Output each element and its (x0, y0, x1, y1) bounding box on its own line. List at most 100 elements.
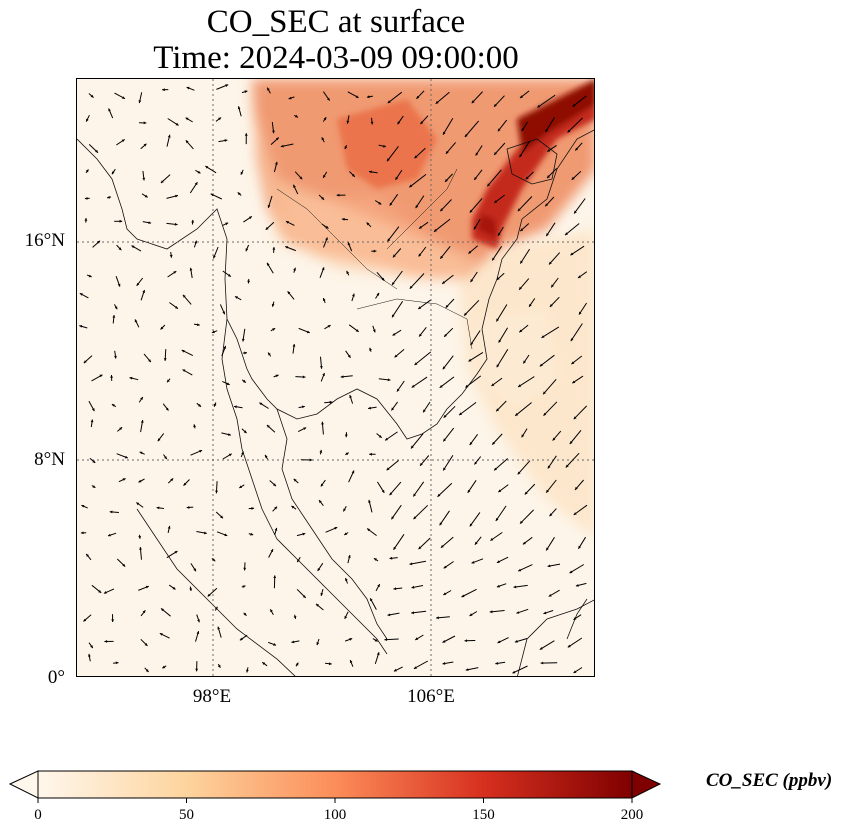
malay-peninsula-east (276, 408, 388, 640)
wind-arrow-head (349, 660, 353, 663)
wind-arrow (491, 246, 503, 261)
wind-arrow-head (349, 395, 352, 398)
wind-arrow-head (443, 438, 447, 442)
wind-arrow-head (515, 413, 519, 416)
wind-arrow-head (302, 532, 306, 536)
wind-arrow-head (197, 323, 200, 327)
wind-arrow-head (259, 402, 263, 406)
wind-arrow-head (95, 149, 98, 153)
wind-arrow-head (140, 397, 143, 400)
wind-arrow-head (475, 152, 479, 156)
wind-arrow-head (465, 384, 469, 388)
wind-arrow-head (442, 281, 446, 284)
wind-arrow-head (329, 400, 333, 404)
wind-arrow (442, 355, 454, 370)
wind-arrow-head (247, 280, 251, 284)
wind-arrow (435, 91, 450, 105)
wind-arrow (567, 117, 583, 133)
wind-arrow-head (413, 493, 416, 497)
wind-arrow-head (142, 290, 146, 293)
lon-tick-98e: 98°E (192, 686, 232, 707)
wind-arrow-head (186, 506, 190, 509)
wind-arrow (517, 376, 535, 388)
wind-arrow-head (321, 421, 324, 425)
colorbar-tick-50: 50 (179, 807, 194, 823)
wind-arrow-head (572, 104, 576, 107)
wind-arrow-head (183, 482, 187, 486)
wind-arrow-head (97, 240, 100, 244)
wind-arrow-head (575, 486, 578, 490)
wind-arrow-head (396, 388, 400, 392)
wind-arrow-head (495, 518, 499, 521)
wind-arrow-head (235, 296, 238, 299)
wind-arrow-head (392, 282, 395, 285)
wind-arrow-head (464, 312, 467, 316)
wind-arrow-head (378, 435, 382, 438)
wind-arrow (440, 536, 454, 549)
wind-arrow-head (521, 128, 525, 132)
wind-arrow-head (418, 546, 422, 550)
wind-arrow-head (366, 95, 370, 99)
wind-arrow-head (474, 541, 478, 545)
wind-arrow-head (181, 350, 185, 353)
wind-arrow (413, 660, 429, 670)
wind-arrow-head (186, 86, 190, 90)
wind-arrow-head (516, 611, 520, 614)
wind-arrow-head (138, 100, 142, 104)
wind-arrow-head (443, 565, 447, 569)
wind-arrow-head (520, 95, 523, 98)
wind-arrow-head (494, 467, 497, 471)
wind-arrow-head (344, 434, 348, 438)
wind-arrow-head (498, 489, 502, 493)
wind-arrow-head (243, 567, 247, 571)
wind-arrow-head (411, 384, 415, 388)
wind-arrow-head (250, 532, 254, 536)
wind-arrow-head (129, 376, 133, 380)
wind-arrow-head (295, 114, 298, 118)
wind-arrow-head (160, 326, 164, 330)
wind-arrow-head (244, 133, 248, 136)
wind-arrow-head (369, 347, 372, 351)
wind-arrow-head (217, 626, 221, 630)
wind-arrow-head (88, 653, 91, 657)
wind-arrow-head (328, 662, 332, 666)
wind-arrow-head (117, 283, 121, 287)
wind-arrow-head (293, 616, 297, 619)
wind-arrow-head (320, 483, 324, 487)
wind-arrow-head (442, 662, 446, 665)
wind-arrow-head (114, 306, 118, 310)
wind-arrow-head (351, 470, 355, 474)
wind-arrow (545, 479, 557, 494)
wind-arrow-head (409, 285, 413, 289)
wind-arrow-head (549, 261, 552, 265)
wind-arrow (468, 351, 484, 362)
wind-arrow-head (569, 570, 573, 574)
wind-arrow-head (336, 193, 340, 197)
wind-arrow-head (213, 403, 217, 407)
wind-arrow (541, 326, 560, 339)
wind-arrow-head (419, 225, 422, 229)
wind-arrow-head (194, 182, 198, 186)
wind-arrow-head (517, 471, 521, 475)
wind-arrow (548, 252, 561, 265)
wind-arrow-head (470, 342, 474, 346)
border-laos-vietnam (386, 168, 458, 250)
wind-arrow-head (345, 452, 349, 456)
wind-arrow-head (115, 661, 119, 665)
wind-arrow-head (198, 403, 201, 407)
wind-arrow-head (271, 303, 275, 307)
wind-arrow (387, 91, 403, 104)
wind-arrow-head (575, 147, 579, 151)
wind-arrow-head (243, 430, 247, 434)
wind-arrow-head (393, 546, 397, 550)
wind-arrow-head (393, 587, 397, 591)
wind-arrow-head (344, 615, 348, 619)
wind-arrow-head (386, 467, 390, 471)
wind-arrow-head (419, 333, 422, 337)
wind-arrow-head (439, 385, 443, 388)
wind-arrow-head (440, 544, 444, 548)
wind-arrow-head (323, 174, 326, 178)
wind-arrow-head (351, 173, 355, 177)
wind-arrow-head (443, 467, 446, 471)
wind-arrow-head (121, 139, 125, 142)
